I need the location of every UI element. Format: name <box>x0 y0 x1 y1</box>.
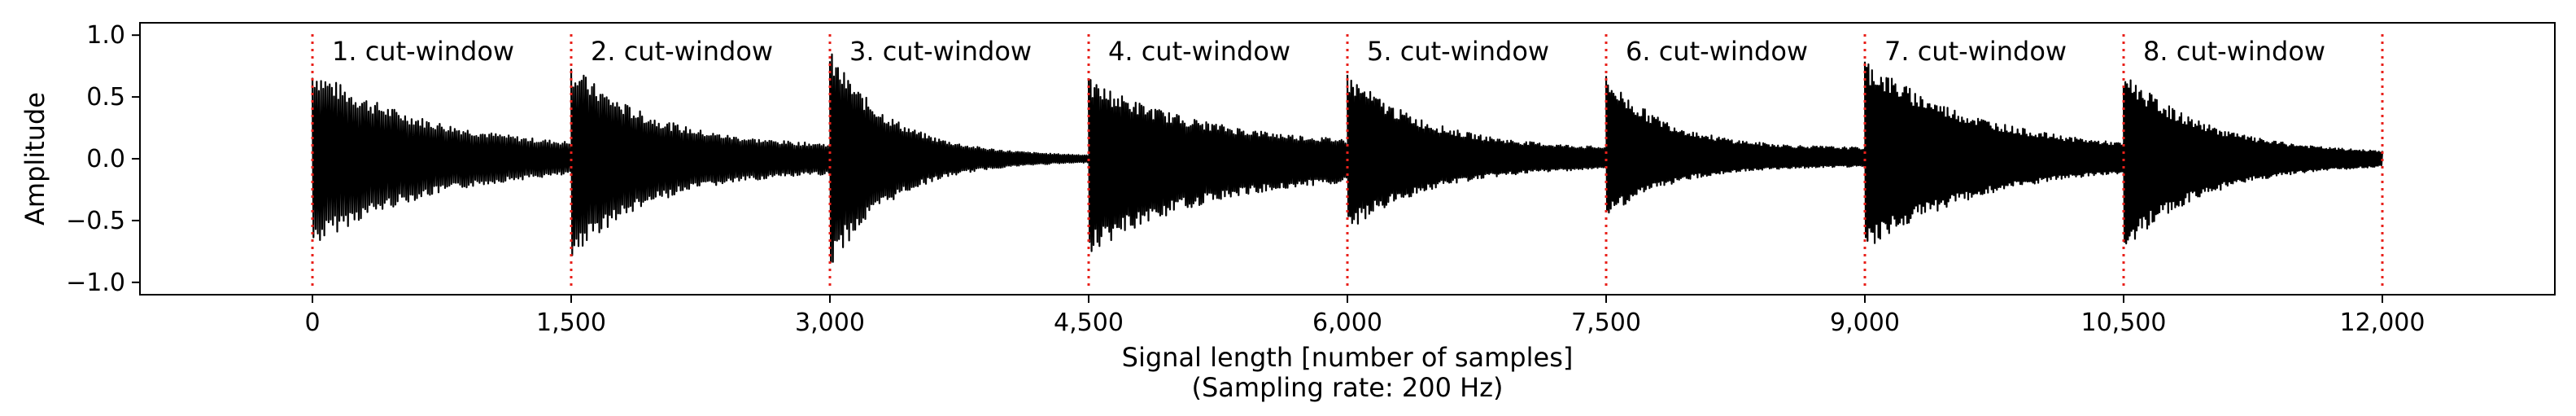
x-axis-sublabel: (Sampling rate: 200 Hz) <box>1192 372 1504 403</box>
cut-window-label: 4. cut-window <box>1108 36 1290 67</box>
x-tick-label: 4,500 <box>1054 309 1124 337</box>
signal-trace <box>311 77 573 241</box>
signal-trace <box>2122 79 2384 245</box>
cut-window-label: 1. cut-window <box>332 36 514 67</box>
window-label-layer: 1. cut-window 2. cut-window 3. cut-window 4… <box>332 36 2325 67</box>
boundary-layer <box>311 34 2384 288</box>
signal-trace <box>1605 76 1867 214</box>
x-tick-label: 10,500 <box>2081 309 2167 337</box>
signal-trace <box>570 68 832 256</box>
signal-trace <box>1346 74 1608 225</box>
signal-layer <box>311 53 2384 263</box>
y-axis-ticks: −1.0 −0.5 0.0 0.5 1.0 <box>66 21 140 297</box>
y-axis-label: Amplitude <box>20 92 50 226</box>
cut-window-label: 2. cut-window <box>591 36 773 67</box>
x-tick-label: 6,000 <box>1312 309 1382 337</box>
cut-window-label: 3. cut-window <box>849 36 1032 67</box>
x-axis-ticks: 0 1,500 3,000 4,500 6,000 7,500 9,000 10,500 12,… <box>304 295 2425 337</box>
signal-trace <box>1863 61 2125 244</box>
y-tick-label: −1.0 <box>66 269 125 297</box>
x-tick-label: 1,500 <box>536 309 606 337</box>
x-axis-label: Signal length [number of samples] <box>1122 342 1574 373</box>
x-tick-label: 9,000 <box>1830 309 1900 337</box>
x-tick-label: 3,000 <box>795 309 865 337</box>
signal-trace <box>1087 78 1349 252</box>
x-tick-label: 0 <box>304 309 320 337</box>
signal-trace <box>828 53 1090 263</box>
y-tick-label: 0.5 <box>86 83 125 112</box>
y-tick-label: −0.5 <box>66 207 125 235</box>
cut-window-label: 5. cut-window <box>1367 36 1549 67</box>
cut-window-label: 8. cut-window <box>2143 36 2325 67</box>
y-tick-label: 1.0 <box>86 21 125 50</box>
cut-window-label: 7. cut-window <box>1884 36 2067 67</box>
cut-window-label: 6. cut-window <box>1626 36 1808 67</box>
y-tick-label: 0.0 <box>86 145 125 173</box>
x-tick-label: 7,500 <box>1571 309 1641 337</box>
x-tick-label: 12,000 <box>2340 309 2425 337</box>
